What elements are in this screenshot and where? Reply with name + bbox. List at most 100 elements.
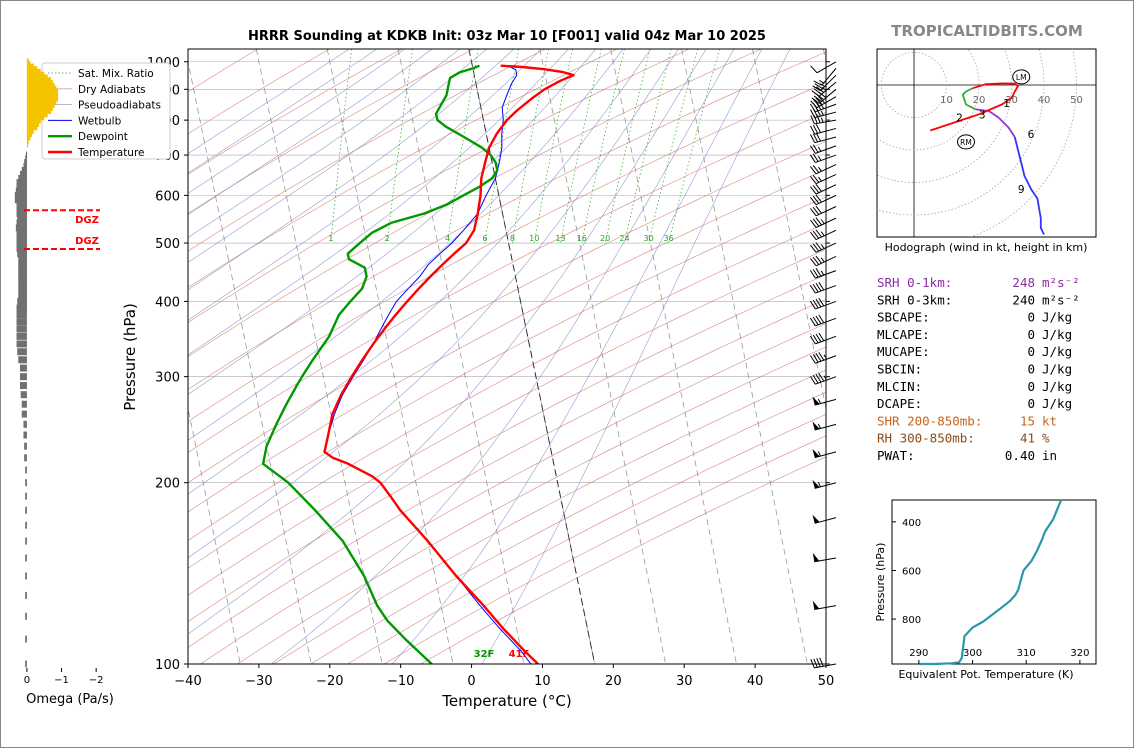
isotherm-line: [397, 49, 525, 664]
mixing-ratio-line: [386, 49, 413, 244]
dgz-bottom-label: DGZ: [75, 215, 99, 226]
barb-staff: [815, 256, 837, 267]
barb-full: [812, 256, 820, 265]
barb-staff: [815, 376, 837, 385]
barb-staff: [815, 285, 837, 294]
theta-e-y-tick-label: 600: [902, 566, 921, 577]
isotherm-line: [255, 49, 383, 664]
omega-bar: [23, 163, 27, 171]
hodo-marker-circle: [1012, 69, 1031, 85]
omega-bar: [16, 205, 27, 213]
param-unit: J/kg: [1042, 327, 1072, 342]
barb-full: [812, 334, 819, 344]
wind-barb: [810, 657, 837, 669]
barb-full: [815, 194, 822, 203]
legend-label: Wetbulb: [78, 115, 122, 127]
mixing-ratio-label: 36: [664, 234, 674, 243]
barb-staff: [821, 68, 837, 86]
barb-full: [815, 353, 822, 362]
legend-label: Dewpoint: [78, 131, 128, 143]
hodograph-label: Hodograph (wind in kt, height in km): [885, 241, 1088, 254]
hodo-height-label: 2: [956, 113, 963, 125]
barb-full: [812, 174, 820, 183]
hodo-segment: [1013, 136, 1045, 235]
barb-full: [812, 133, 819, 143]
param-label: MLCIN:: [877, 379, 922, 394]
barb-half: [817, 423, 821, 429]
moist-adiabat-line: [188, 49, 405, 194]
moist-adiabat-line: [188, 49, 624, 441]
omega-bar: [18, 356, 27, 364]
param-label: PWAT:: [877, 448, 915, 463]
omega-bar: [21, 166, 27, 174]
moist-adiabat-line: [188, 49, 679, 559]
barb-staff: [814, 451, 837, 459]
param-unit: %: [1042, 431, 1050, 446]
theta-e-x-tick-label: 310: [1017, 648, 1036, 659]
hodograph-frame: [876, 48, 1097, 238]
param-label: SRH 0-3km:: [877, 292, 952, 307]
wind-barb: [810, 114, 837, 125]
mixing-ratio-line: [560, 49, 602, 244]
barb-staff: [814, 398, 837, 406]
skewt-plot: 1 2 4 6 8 10 13 16 20 24 30 36 32F 41F −40 −30 −20 −10 0…: [121, 48, 834, 710]
barb-full: [815, 282, 822, 292]
barb-full: [810, 186, 817, 195]
dgz-top-label: DGZ: [75, 236, 99, 247]
barb-staff: [815, 206, 837, 217]
barb-full: [810, 134, 816, 143]
barb-full: [818, 332, 825, 342]
hodo-ring-label: 10: [940, 95, 953, 106]
dry-adiabat-line: [188, 196, 826, 541]
barb-full: [813, 658, 818, 668]
moist-adiabat-line: [188, 49, 707, 635]
x-tick-label: −40: [174, 674, 201, 689]
omega-bar: [25, 537, 27, 545]
param-label: MUCAPE:: [877, 344, 930, 359]
omega-bar: [18, 267, 27, 275]
wind-barb: [812, 600, 837, 610]
isotherm-line: [188, 59, 312, 664]
dry-adiabat-line: [347, 413, 826, 664]
omega-bar: [26, 133, 31, 141]
barb-staff: [815, 184, 837, 195]
isotherm-line: [681, 49, 808, 664]
omega-x-tick-label: −1: [54, 675, 69, 686]
param-label: MLCAPE:: [877, 327, 930, 342]
hodo-ring-label: 20: [973, 95, 986, 106]
barb-full: [810, 219, 817, 228]
wind-barbs: [809, 61, 837, 669]
omega-bar: [25, 635, 27, 643]
zero-isotherm-line: [468, 49, 596, 664]
barb-half: [820, 244, 825, 249]
omega-bar: [16, 340, 27, 348]
dry-adiabat-line: [273, 369, 826, 664]
barb-half: [823, 354, 828, 360]
omega-bar: [15, 224, 27, 232]
theta-e-frame: [891, 499, 1097, 665]
barb-full: [816, 114, 821, 124]
barb-full: [810, 258, 817, 267]
barb-full: [815, 107, 821, 117]
dry-adiabat-line: [200, 323, 826, 664]
barb-full: [812, 85, 821, 92]
barb-full: [812, 316, 819, 326]
barb-full: [812, 375, 819, 384]
barb-staff: [815, 194, 837, 206]
mixing-ratio-line: [604, 49, 651, 244]
omega-bar: [21, 400, 27, 408]
legend-label: Temperature: [77, 147, 145, 159]
barb-half: [820, 219, 825, 224]
x-axis-label: Temperature (°C): [441, 692, 571, 710]
barb-full: [813, 80, 823, 86]
wind-barb: [810, 124, 837, 135]
mixing-ratio-label: 1: [328, 234, 333, 243]
wetbulb-trace: [323, 65, 532, 664]
mixing-ratio-label: 6: [482, 234, 487, 243]
surface-dewpoint-label: 32F: [474, 649, 495, 660]
barb-full: [812, 284, 819, 293]
hodograph-panel: 10 20 30 40 50 1 2 3 6 9 LM RM Hodograph (wind in …: [876, 48, 1097, 254]
barb-full: [812, 230, 820, 239]
dry-adiabat-line: [188, 49, 330, 135]
isotherm-line: [610, 49, 737, 664]
